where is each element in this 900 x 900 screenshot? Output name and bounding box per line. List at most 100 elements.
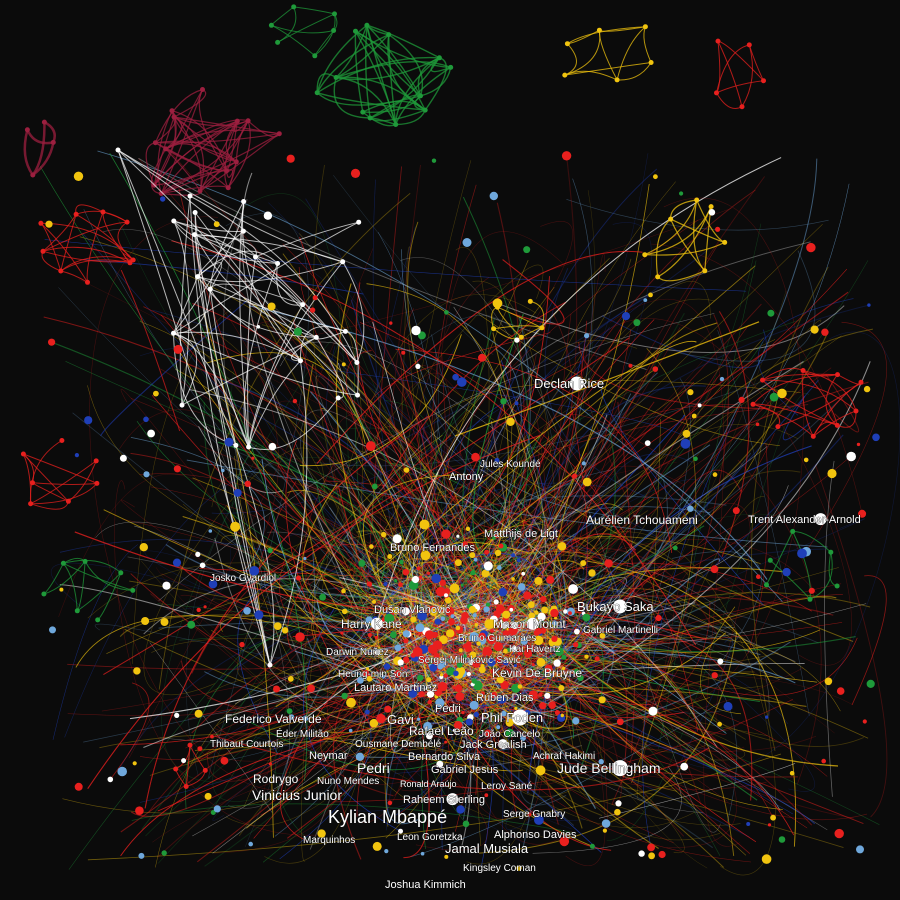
graph-edge [510, 414, 685, 605]
graph-edge [217, 574, 639, 743]
graph-node [615, 800, 622, 807]
cluster-edge [299, 326, 346, 361]
graph-edge [578, 341, 765, 410]
graph-edge [394, 608, 586, 796]
graph-node [484, 729, 492, 737]
cluster-edge [388, 34, 397, 125]
graph-node [498, 543, 504, 549]
graph-edge [329, 506, 451, 682]
graph-edge [350, 299, 502, 626]
graph-edge [405, 592, 679, 750]
graph-node [424, 630, 435, 640]
graph-edge [453, 306, 546, 641]
graph-node [554, 710, 561, 716]
graph-node [439, 657, 443, 661]
label-rafael-leao: Rafael Leão [409, 724, 474, 738]
graph-edge [330, 518, 865, 758]
graph-edge [419, 571, 808, 829]
graph-edge [388, 387, 449, 642]
graph-edge [329, 475, 751, 599]
cluster-edge [616, 26, 646, 81]
graph-edge [280, 341, 527, 455]
graph-edge [516, 403, 659, 625]
graph-edge [511, 648, 597, 701]
graph-node [761, 854, 772, 864]
graph-edge [401, 528, 447, 592]
graph-edge [458, 377, 718, 746]
cluster-edge [716, 80, 764, 94]
cluster-edge [42, 246, 131, 264]
graph-edge [187, 264, 279, 570]
label-antony: Antony [449, 471, 484, 483]
graph-node [490, 629, 494, 633]
graph-edge [472, 470, 613, 617]
graph-edge [480, 155, 578, 631]
graph-node [584, 333, 590, 339]
graph-node [233, 488, 242, 497]
graph-node [460, 616, 468, 625]
graph-edge [492, 473, 640, 675]
graph-node [708, 204, 714, 210]
graph-edge [406, 558, 558, 619]
cluster-edge [762, 367, 804, 381]
graph-node [365, 616, 373, 624]
graph-edge [130, 436, 265, 573]
graph-node [367, 632, 372, 638]
graph-edge [488, 595, 595, 729]
graph-edge [349, 446, 523, 668]
graph-node [412, 647, 423, 657]
graph-node [714, 90, 719, 96]
graph-edge [304, 441, 512, 680]
graph-node [499, 636, 504, 641]
graph-edge [578, 549, 770, 716]
cluster-edge [333, 77, 371, 119]
cluster-edge [762, 379, 857, 412]
graph-edge [282, 253, 854, 642]
graph-edge [700, 606, 742, 715]
graph-node [746, 822, 751, 826]
graph-edge [465, 503, 623, 686]
graph-edge [443, 597, 510, 678]
graph-edge [82, 258, 364, 295]
cluster-edge [155, 133, 280, 144]
graph-edge [316, 250, 643, 465]
cluster-edge [655, 218, 672, 277]
graph-node [268, 442, 277, 451]
graph-edge [334, 627, 794, 815]
graph-edge [408, 653, 668, 741]
graph-node [420, 851, 425, 856]
cluster-edge [199, 133, 280, 192]
graph-edge [439, 635, 774, 818]
graph-edge [538, 414, 657, 513]
graph-node [527, 298, 533, 304]
graph-node [443, 673, 448, 678]
graph-node [418, 93, 423, 99]
graph-edge [99, 733, 844, 849]
graph-edge [405, 571, 498, 648]
graph-node [828, 549, 834, 555]
graph-edge [412, 698, 467, 824]
graph-node [528, 612, 536, 619]
graph-edge [495, 632, 571, 785]
label-ruben-dias: Rúben Dias [476, 692, 534, 704]
graph-edge [559, 645, 628, 778]
graph-edge [384, 645, 674, 844]
graph-edge [574, 470, 801, 651]
graph-edge [805, 321, 887, 552]
graph-edge [478, 635, 636, 750]
graph-edge [435, 396, 775, 636]
graph-edge [454, 516, 544, 594]
graph-node [760, 377, 765, 383]
graph-node [366, 675, 373, 682]
graph-node [450, 614, 455, 619]
cluster-edge [23, 453, 35, 483]
cluster-edge [430, 57, 451, 73]
graph-edge [325, 628, 419, 652]
graph-edge [217, 441, 386, 585]
graph-node [856, 442, 861, 447]
graph-node [459, 653, 462, 657]
graph-node [418, 691, 425, 698]
graph-node [401, 350, 406, 355]
label-rodrygo: Rodrygo [253, 772, 299, 786]
graph-node [642, 24, 648, 30]
